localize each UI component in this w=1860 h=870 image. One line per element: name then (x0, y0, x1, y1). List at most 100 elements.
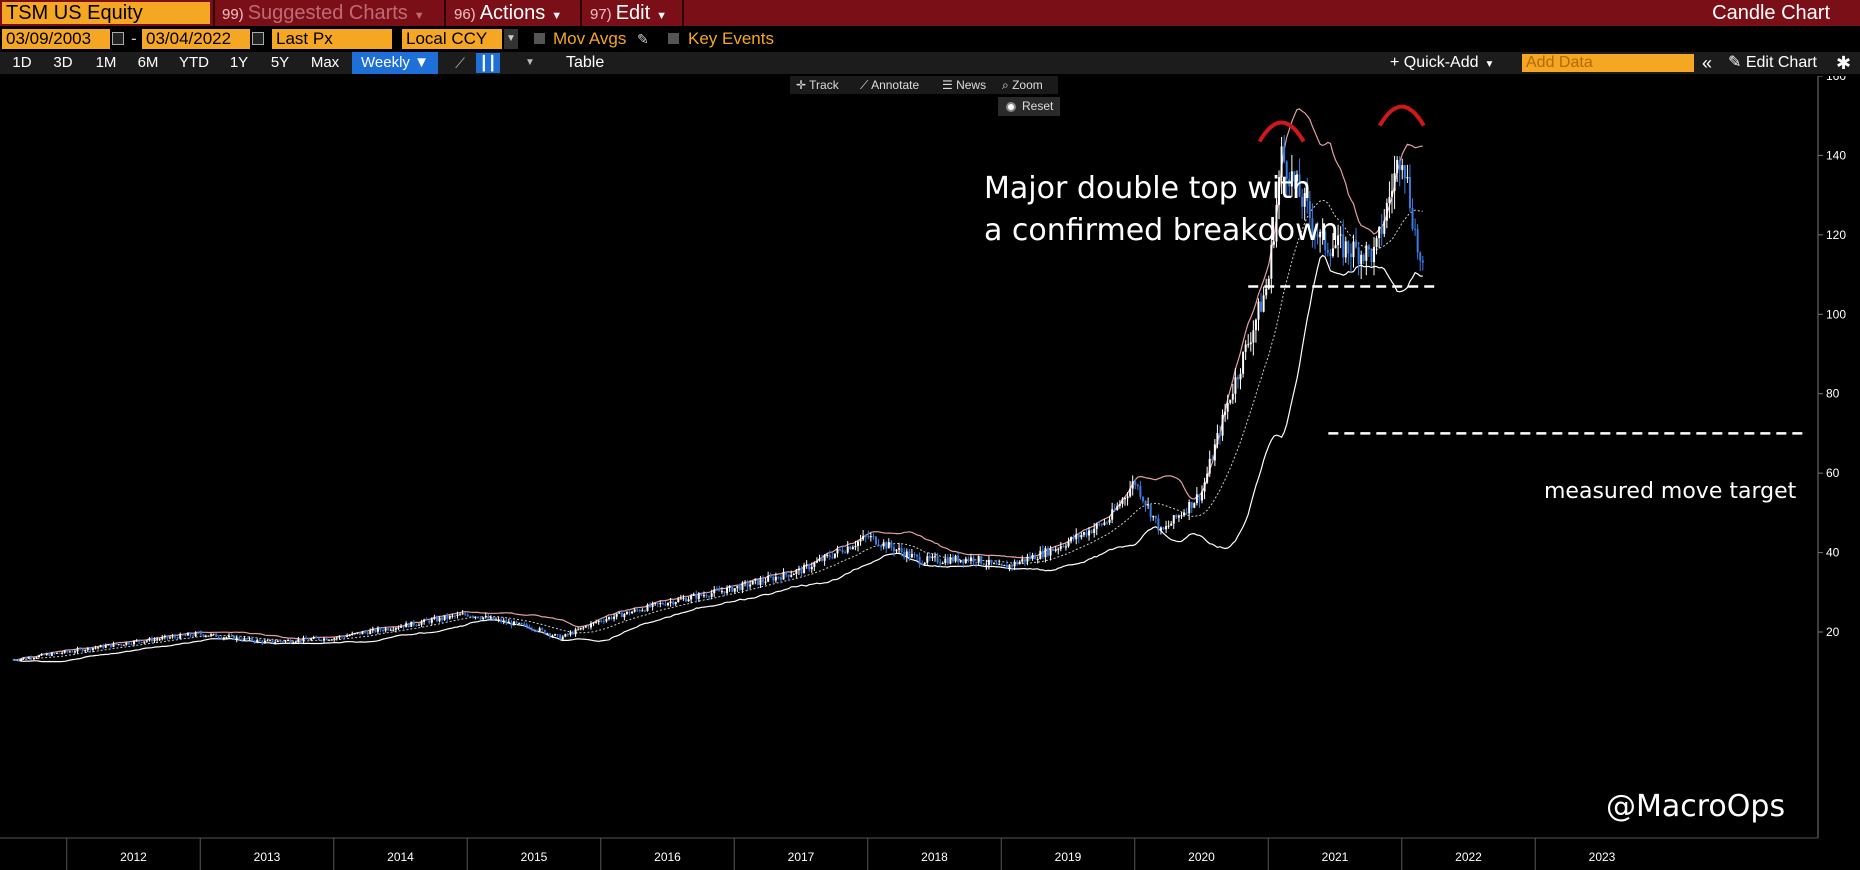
candle-body (790, 575, 793, 577)
candle-body (1070, 537, 1073, 542)
edit-chart-button[interactable]: ✎ Edit Chart (1728, 52, 1817, 74)
candle-body (1175, 515, 1178, 518)
candle-body (759, 579, 762, 585)
candle-chart-icon[interactable]: ┃┃ (476, 53, 500, 73)
candle-body (1098, 523, 1101, 525)
candle-body (538, 628, 541, 631)
candle-body (171, 636, 174, 638)
candle-body (882, 542, 885, 547)
candle-body (276, 640, 279, 643)
candle-body (435, 617, 438, 622)
candle-body (1380, 226, 1383, 234)
calendar-icon[interactable] (112, 32, 124, 45)
zoom-tool[interactable]: ⌕ Zoom (1002, 76, 1043, 94)
candle-body (1416, 229, 1419, 253)
period-1d[interactable]: 1D (12, 54, 32, 71)
key-events-checkbox[interactable] (668, 33, 679, 44)
period-5y[interactable]: 5Y (270, 54, 290, 71)
crosshair-icon: ✛ (796, 78, 810, 92)
candle-body (287, 640, 290, 642)
add-data-input[interactable]: Add Data (1522, 54, 1694, 72)
candle-body (795, 570, 798, 574)
candle-body (1141, 497, 1144, 502)
candle-body (525, 624, 528, 627)
mov-avgs-label[interactable]: Mov Avgs (553, 29, 627, 48)
end-date-input[interactable]: 03/04/2022 (142, 29, 250, 49)
frequency-select[interactable]: Weekly ▼ (352, 52, 438, 74)
candle-body (733, 588, 736, 592)
period-3d[interactable]: 3D (53, 54, 73, 71)
candle-body (864, 535, 867, 537)
mov-avgs-checkbox[interactable] (534, 33, 545, 44)
candle-body (1411, 208, 1414, 229)
reset-button[interactable]: Reset (998, 97, 1060, 116)
chevron-down-icon[interactable]: ▼ (525, 57, 535, 68)
period-1y[interactable]: 1Y (229, 54, 249, 71)
title-bar: TSM US Equity 99) Suggested Charts ▼ 96) Ac… (0, 0, 1860, 26)
candle-body (1331, 248, 1334, 257)
candle-body (117, 644, 120, 646)
candle-body (1059, 546, 1062, 549)
candle-body (1093, 528, 1096, 534)
actions-menu-button[interactable]: 96) Actions ▼ (454, 0, 562, 26)
calendar-icon[interactable] (252, 32, 264, 45)
currency-select[interactable]: Local CCY (402, 29, 502, 49)
candle-body (212, 633, 215, 635)
candle-body (754, 579, 757, 581)
period-ytd[interactable]: YTD (179, 54, 209, 71)
x-tick-label: 2018 (921, 850, 948, 864)
line-chart-icon[interactable]: ⟋ (455, 55, 465, 71)
candle-body (1121, 499, 1124, 504)
candle-body (22, 657, 25, 659)
chevron-down-icon[interactable]: ▼ (504, 29, 518, 49)
pencil-icon[interactable]: ✎ (637, 31, 649, 47)
track-tool[interactable]: ✛ Track (796, 76, 839, 94)
field-select[interactable]: Last Px (272, 29, 392, 49)
candle-body (536, 630, 539, 632)
candle-body (1252, 330, 1255, 343)
candle-body (656, 603, 659, 605)
ticker-input[interactable]: TSM US Equity (2, 2, 210, 24)
candle-body (613, 616, 616, 619)
candle-body (1290, 171, 1293, 187)
period-1m[interactable]: 1M (95, 54, 117, 71)
candle-body (417, 624, 420, 626)
table-button[interactable]: Table (566, 54, 605, 71)
period-max[interactable]: Max (310, 54, 340, 71)
candle-body (1206, 473, 1209, 483)
candle-body (1388, 196, 1391, 203)
candle-body (833, 553, 836, 558)
candle-body (1378, 226, 1381, 239)
candle-body (1123, 498, 1126, 500)
quick-add-button[interactable]: + Quick-Add ▼ (1390, 52, 1494, 74)
suggested-charts-button[interactable]: 99) Suggested Charts ▼ (222, 0, 425, 26)
candle-body (1154, 515, 1157, 519)
x-tick-label: 2021 (1322, 850, 1349, 864)
candle-body (957, 555, 960, 563)
upper-band-line (13, 108, 1423, 661)
candle-body (667, 603, 670, 606)
settings-icon[interactable]: ✱ (1836, 53, 1852, 73)
candle-body (700, 593, 703, 596)
candle-body (823, 555, 826, 561)
candle-body (163, 636, 166, 638)
candle-body (48, 653, 51, 656)
candle-body (931, 556, 934, 559)
key-events-label[interactable]: Key Events (688, 29, 774, 48)
candle-body (112, 643, 115, 647)
period-6m[interactable]: 6M (137, 54, 159, 71)
start-date-input[interactable]: 03/09/2003 (2, 29, 110, 49)
candle-body (715, 589, 718, 591)
y-axis: 20 40 60 80 100 120 140 160 (1818, 76, 1846, 639)
news-tool[interactable]: ☰ News (942, 76, 986, 94)
candle-body (1041, 550, 1044, 558)
collapse-icon[interactable]: « (1702, 53, 1713, 73)
annotate-tool[interactable]: ⟋ Annotate (860, 76, 919, 94)
chevron-down-icon: ▼ (413, 10, 425, 22)
candle-body (179, 634, 182, 639)
candle-body (1000, 563, 1003, 566)
candle-body (86, 647, 89, 651)
edit-menu-button[interactable]: 97) Edit ▼ (590, 0, 667, 26)
candle-body (109, 644, 112, 647)
